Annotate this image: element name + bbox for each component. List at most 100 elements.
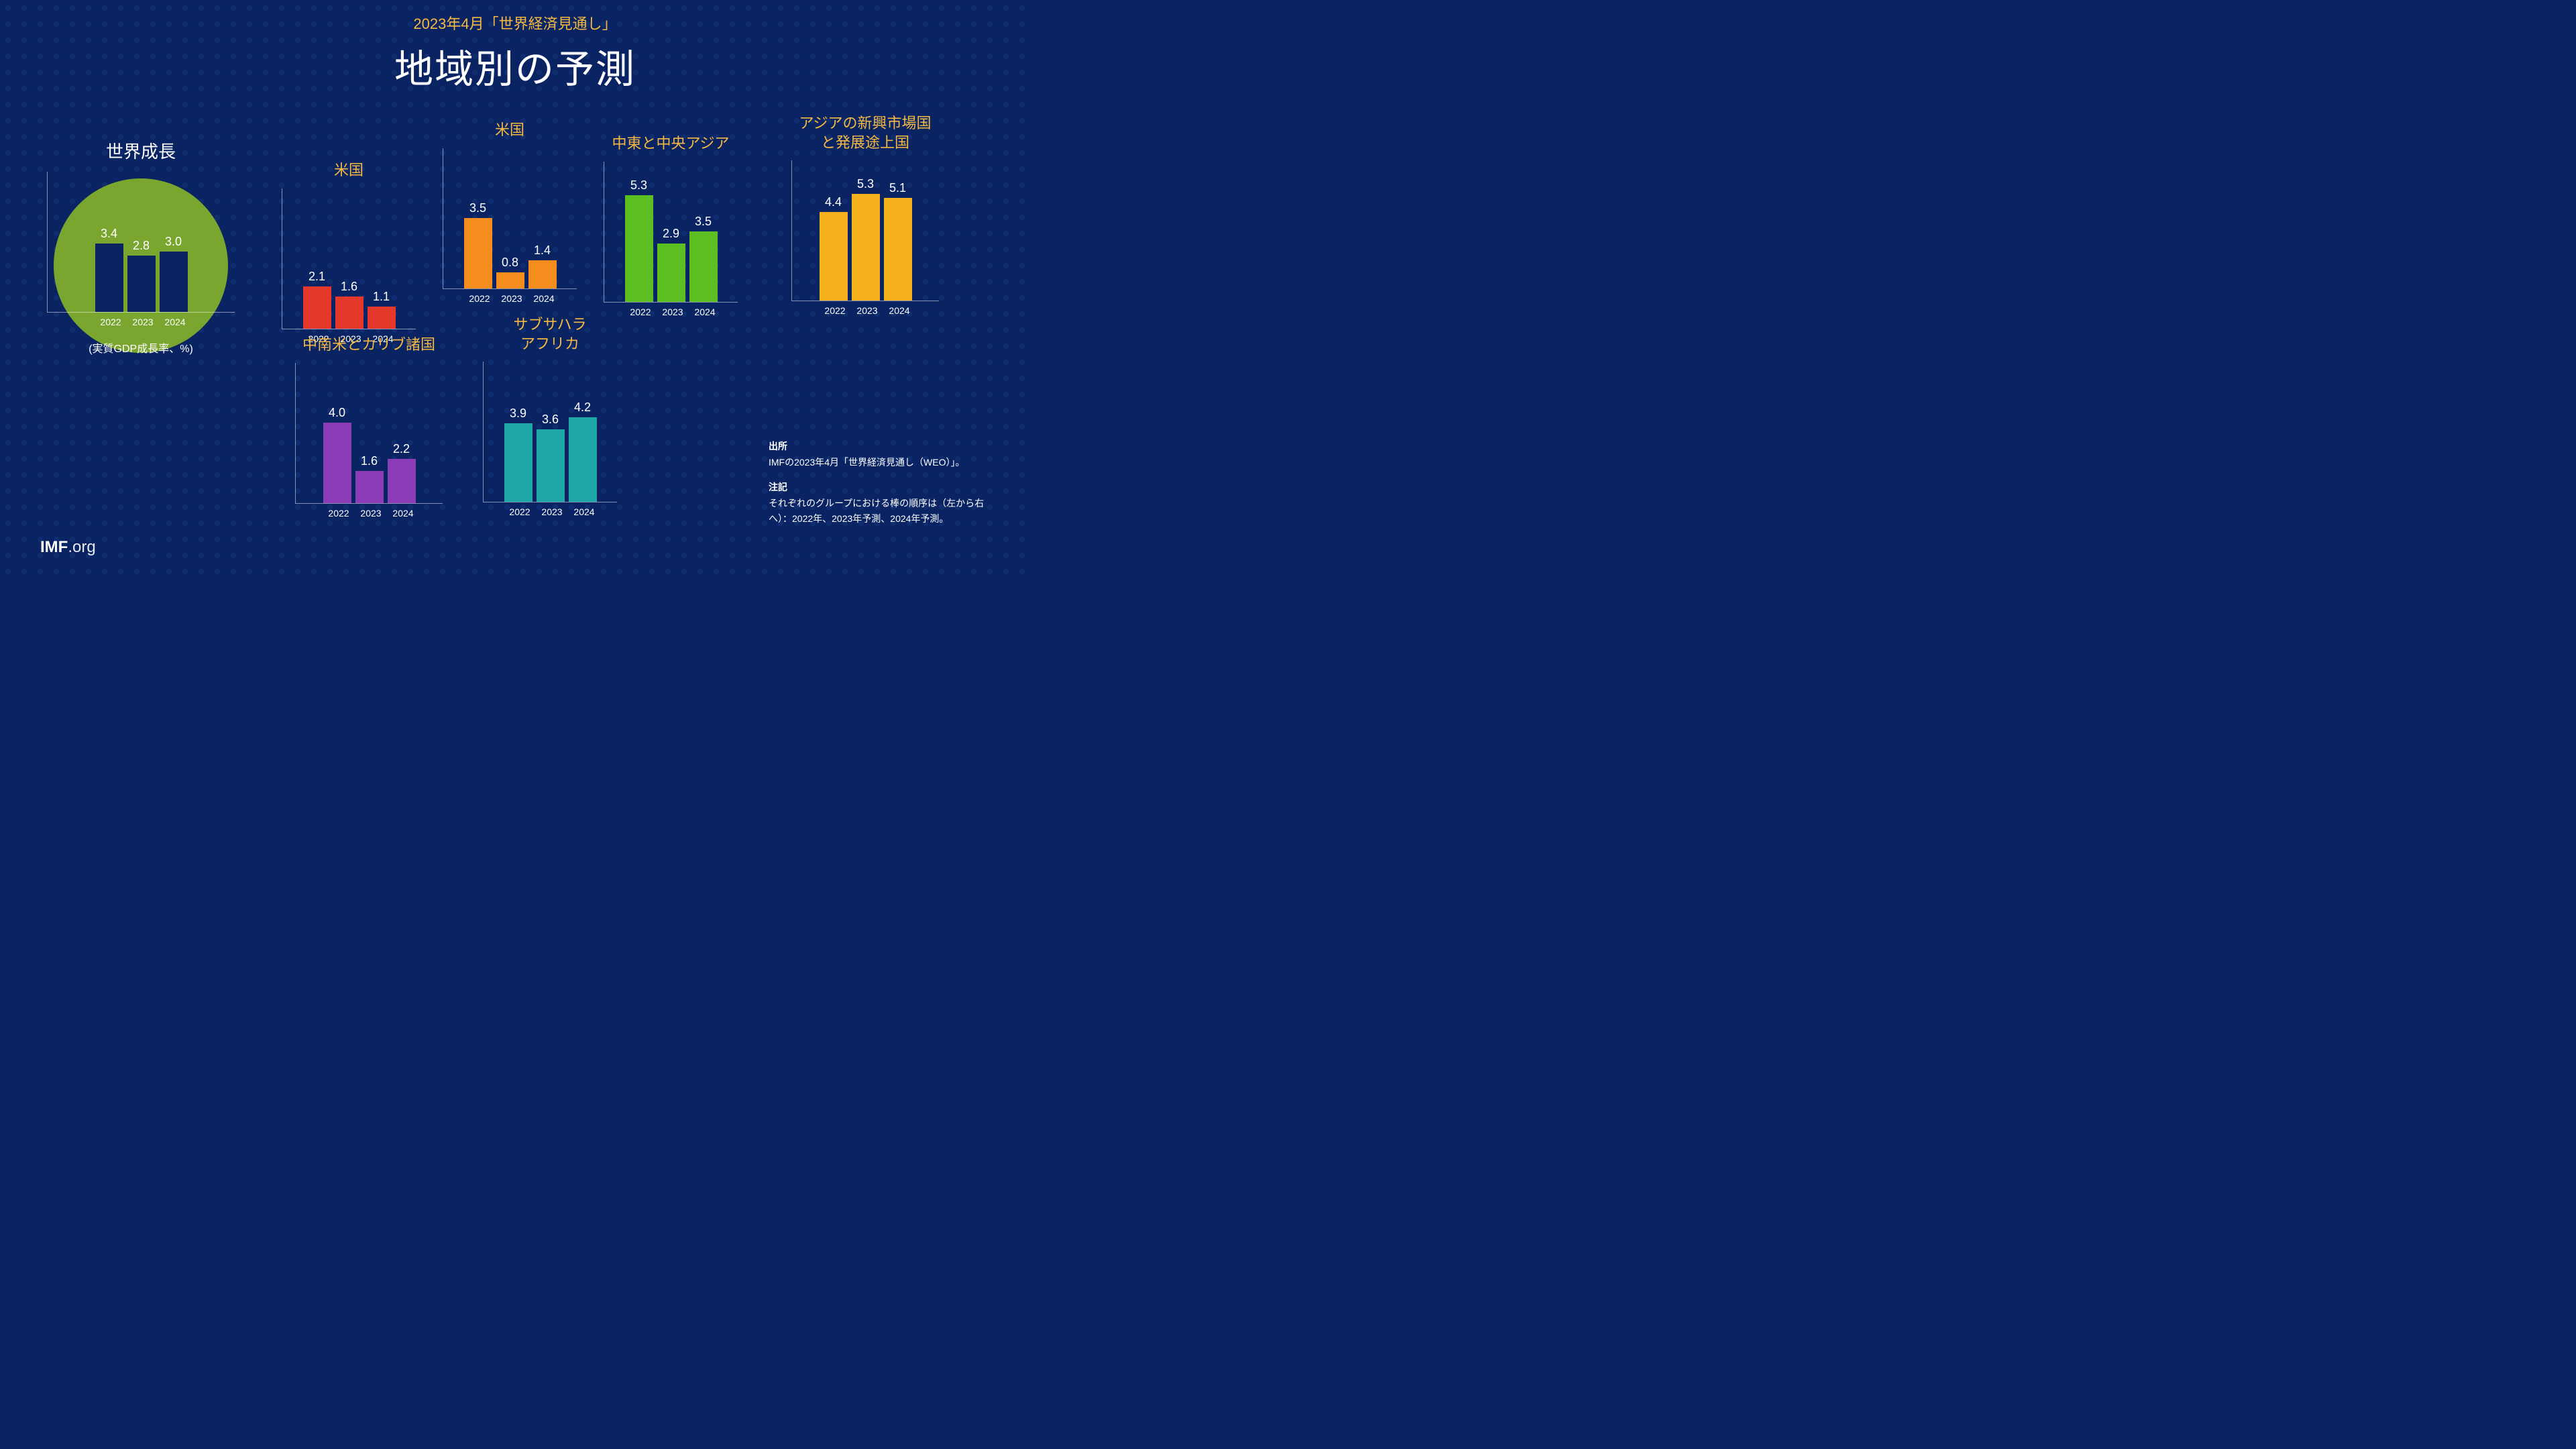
bar-wrap: 1.1	[368, 290, 396, 329]
content-area: 世界成長3.42.83.0202220232024(実質GDP成長率、%)米国2…	[0, 94, 1030, 550]
bar	[496, 272, 524, 288]
bar-value: 2.2	[393, 442, 410, 456]
bar	[368, 307, 396, 329]
bars-row: 2.1 1.6 1.1	[282, 189, 416, 329]
chart-us2: 米国 3.5 0.8 1.4 2022 2023 2024	[443, 121, 577, 304]
bar-wrap: 4.4	[820, 195, 848, 301]
bar-value: 4.0	[329, 406, 345, 420]
bar-value: 1.4	[534, 244, 551, 258]
bar-label: 2024	[530, 293, 558, 304]
bar	[323, 423, 351, 503]
bar-label: 2023	[659, 307, 687, 317]
bar-label: 2022	[97, 317, 125, 327]
bar-value: 5.3	[630, 178, 647, 193]
bar-wrap: 5.3	[852, 177, 880, 301]
bar-label: 2022	[465, 293, 494, 304]
bar-label: 2022	[821, 305, 849, 316]
bar	[852, 194, 880, 301]
labels-row: 2022 2023 2024	[443, 289, 577, 304]
bars-container: 3.9 3.6 4.2202220232024	[483, 362, 617, 517]
bar-wrap: 1.4	[528, 244, 557, 288]
logo-thin: .org	[68, 538, 95, 556]
bar-wrap: 0.8	[496, 256, 524, 288]
header: 2023年4月「世界経済見通し」 地域別の予測	[0, 0, 1030, 94]
bars-row: 3.9 3.6 4.2	[483, 362, 617, 502]
bar-wrap: 2.9	[657, 227, 685, 302]
labels-row: 202220232024	[791, 301, 939, 316]
bar-wrap: 5.1	[884, 181, 912, 301]
chart-title: 米国	[443, 121, 577, 140]
chart-ssa: サブサハラ アフリカ 3.9 3.6 4.2202220232024	[483, 315, 617, 517]
bar	[388, 459, 416, 503]
bar-wrap: 3.0	[160, 235, 188, 312]
bar-label: 2024	[161, 317, 189, 327]
bar-value: 3.6	[542, 413, 559, 427]
bar-wrap: 3.4	[95, 227, 123, 312]
bar-wrap: 3.9	[504, 407, 533, 502]
bar-value: 1.6	[361, 454, 378, 468]
bar-label: 2024	[389, 508, 417, 519]
bar-value: 1.6	[341, 280, 357, 294]
bars-container: 4.45.35.1202220232024	[791, 160, 939, 316]
bar-value: 3.0	[165, 235, 182, 249]
bar-wrap: 2.1	[303, 270, 331, 329]
logo: IMF.org	[40, 538, 96, 557]
bar-label: 2022	[626, 307, 655, 317]
bar	[464, 218, 492, 288]
bar-value: 3.9	[510, 407, 526, 421]
bar-label: 2023	[357, 508, 385, 519]
chart-title: 世界成長	[47, 141, 235, 164]
chart-title: 中東と中央アジア	[604, 134, 738, 154]
bar	[689, 231, 718, 302]
bar	[657, 244, 685, 302]
bars-container: 3.5 0.8 1.4 2022 2023 2024	[443, 148, 577, 304]
chart-latam: 中南米とカリブ諸国4.01.62.2202220232024	[295, 335, 443, 519]
bars-row: 3.4 2.8 3.0	[47, 172, 235, 313]
bars-row: 3.5 0.8 1.4	[443, 148, 577, 289]
bar	[625, 195, 653, 302]
bar-label: 2023	[498, 293, 526, 304]
bar-wrap: 4.0	[323, 406, 351, 503]
bars-row: 4.0 1.6 2.2	[295, 363, 443, 504]
bar	[504, 423, 533, 502]
bar	[884, 198, 912, 301]
bars-row: 5.3 2.93.5	[604, 162, 738, 303]
chart-title: アジアの新興市場国 と発展途上国	[791, 114, 939, 152]
labels-row: 2022 2023 2024	[295, 504, 443, 519]
labels-row: 202220232024	[483, 502, 617, 517]
chart-title: サブサハラ アフリカ	[483, 315, 617, 354]
bar-wrap: 3.5	[464, 201, 492, 288]
bar-value: 4.4	[825, 195, 842, 209]
bars-row: 4.4 5.3 5.1	[791, 160, 939, 301]
chart-me: 中東と中央アジア 5.3 2.93.5 2022 2023 2024	[604, 134, 738, 317]
bar-wrap: 4.2	[569, 400, 597, 502]
bar-label: 2024	[691, 307, 719, 317]
bar-wrap: 3.5	[689, 215, 718, 302]
bar-value: 3.4	[101, 227, 117, 241]
bar	[160, 252, 188, 312]
bar	[95, 244, 123, 312]
chart-world: 世界成長3.42.83.0202220232024(実質GDP成長率、%)	[47, 141, 235, 356]
bar-wrap: 1.6	[335, 280, 363, 329]
bar-wrap: 2.8	[127, 239, 156, 312]
bar-value: 1.1	[373, 290, 390, 304]
bar-value: 5.1	[889, 181, 906, 195]
bars-container: 2.11.61.1202220232024	[282, 189, 416, 344]
bar	[528, 260, 557, 288]
bar-wrap: 3.6	[537, 413, 565, 502]
bar-wrap: 1.6	[355, 454, 384, 503]
logo-bold: IMF	[40, 538, 68, 556]
header-subtitle: 2023年4月「世界経済見通し」	[0, 12, 1030, 34]
bar	[569, 417, 597, 502]
bar	[820, 212, 848, 301]
bar-label: 2022	[325, 508, 353, 519]
bar-value: 2.1	[309, 270, 325, 284]
chart-us: 米国2.11.61.1202220232024	[282, 161, 416, 344]
bars-container: 3.4 2.8 3.0 202220232024	[47, 172, 235, 327]
bar	[127, 256, 156, 312]
labels-row: 202220232024	[47, 313, 235, 327]
bars-container: 5.3 2.93.5 2022 2023 2024	[604, 162, 738, 317]
bar-value: 5.3	[857, 177, 874, 191]
bar-label: 2023	[853, 305, 881, 316]
bar-value: 0.8	[502, 256, 518, 270]
